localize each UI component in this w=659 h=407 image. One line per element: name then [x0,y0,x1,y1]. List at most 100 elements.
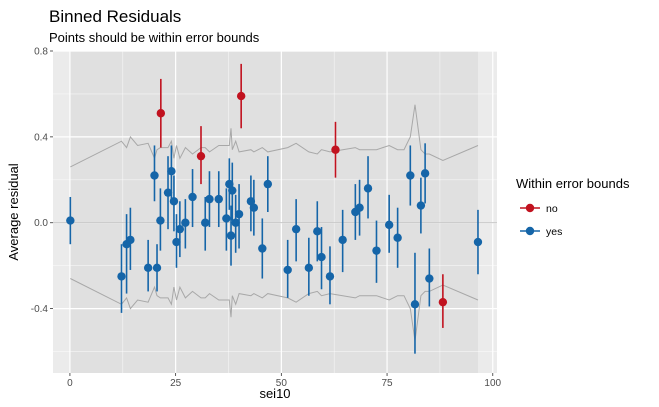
point-yes [355,179,364,236]
point-no [156,78,166,148]
point-yes [393,207,402,268]
point-yes [228,162,237,221]
y-tick-label: 0.4 [34,132,48,143]
point-yes [410,252,420,354]
point-yes [175,201,185,258]
x-tick-label: 75 [381,378,393,389]
data-point [156,109,166,118]
y-tick-label: -0.4 [31,304,49,315]
point-yes [249,179,259,236]
tick-layer: 0 25 50 75 100 -0.4 0.0 0.4 0.8 [31,47,502,390]
data-point [201,218,210,227]
data-point [222,214,231,223]
point-yes [416,177,426,234]
data-point [304,263,314,273]
data-point [317,252,326,262]
data-point [363,184,373,193]
x-tick-label: 0 [67,378,73,389]
point-yes [363,156,373,219]
point-yes [126,207,135,270]
y-tick-label: 0.8 [34,47,48,58]
data-point [410,300,420,309]
point-yes [205,171,214,228]
legend-title: Within error bounds [516,176,630,191]
legend-key-yes [520,226,540,236]
point-no [236,63,246,129]
point-yes [317,227,326,290]
point-yes [420,143,430,204]
data-point [66,216,75,225]
point-yes [163,156,173,230]
data-point [228,186,237,195]
data-point [231,218,240,227]
upper-error-bound-line [70,104,479,168]
point-yes [172,214,181,268]
point-yes [66,196,75,245]
data-point [425,274,434,283]
point-yes [304,237,314,296]
x-tick-label: 25 [170,378,182,389]
data-point [325,272,335,281]
legend-key-no [520,203,540,213]
data-point [258,244,267,253]
point-yes [226,205,236,266]
shade-layer [69,51,478,373]
y-axis-label: Average residual [6,163,21,260]
point-yes [156,188,165,251]
point-yes [201,196,210,251]
point-yes [181,199,190,249]
point-yes [338,209,347,273]
data-point [283,265,292,275]
legend-marker-no [525,203,535,213]
lower-error-bound-line [70,278,479,341]
data-point [172,237,181,247]
data-point [169,197,179,206]
point-yes [473,209,483,275]
point-yes [169,175,179,232]
data-point [263,179,273,189]
data-point [234,209,244,219]
points-layer [66,63,483,354]
data-point [416,201,426,210]
point-yes [225,158,234,210]
data-point [188,192,197,202]
y-tick-label: 0.0 [34,218,48,229]
data-point [291,224,301,234]
data-point [152,263,162,273]
point-yes [188,169,197,228]
point-yes [291,199,301,262]
point-yes [246,175,256,232]
point-no [331,121,340,178]
point-yes [152,244,162,292]
data-point [205,194,214,204]
data-point [338,235,347,245]
point-yes [325,246,335,305]
legend: Within error bounds no yes [516,176,630,238]
data-point [406,171,415,180]
point-yes [214,171,223,228]
data-point [175,224,185,234]
data-point [355,203,364,212]
shaded-band [69,51,478,373]
point-yes [406,145,415,206]
data-point [384,220,394,230]
point-yes [167,145,176,202]
x-axis-label: sei10 [259,386,290,401]
point-yes [384,194,394,253]
data-point [214,194,223,204]
point-yes [425,248,434,307]
data-point [167,167,176,176]
data-point [420,169,430,178]
data-point [163,188,173,197]
data-point [372,246,381,255]
x-tick-label: 100 [484,378,501,389]
data-point [150,171,159,180]
point-no [196,126,206,185]
data-point [249,203,259,212]
data-point [156,216,165,225]
point-yes [231,194,240,253]
data-point [117,272,126,281]
point-yes [283,239,292,298]
data-point [225,179,234,189]
